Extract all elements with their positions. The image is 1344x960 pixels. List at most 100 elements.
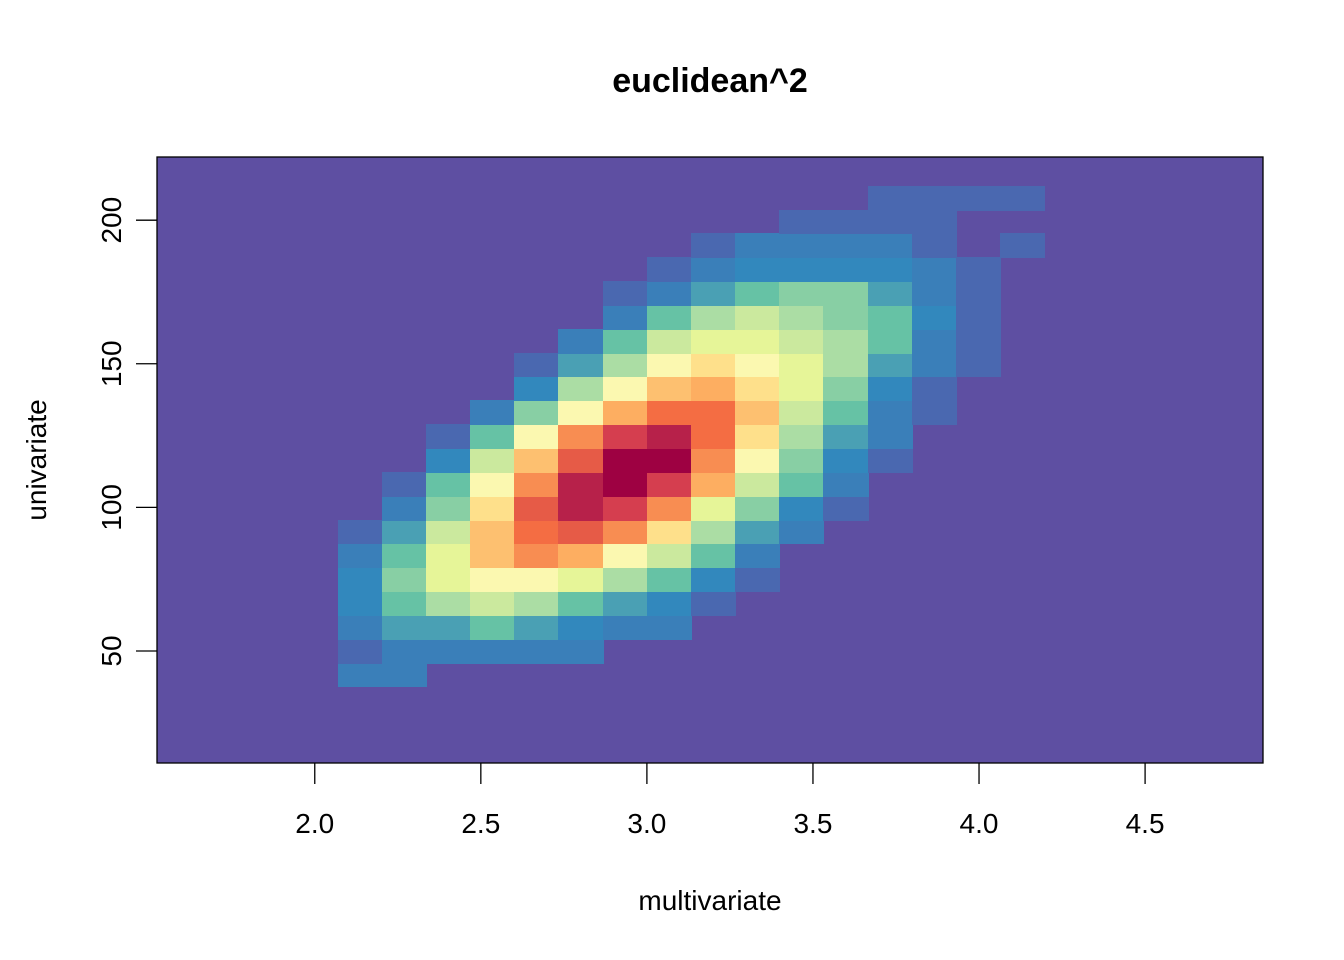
- heatmap-cell: [779, 257, 824, 282]
- heatmap-cell: [647, 520, 692, 544]
- heatmap-cell: [382, 591, 427, 616]
- heatmap-cell: [823, 472, 869, 497]
- heatmap-cell: [470, 472, 515, 497]
- heatmap-cell: [382, 520, 427, 544]
- heatmap-cell: [603, 329, 648, 354]
- heatmap-cell: [647, 448, 692, 473]
- heatmap-cell: [691, 567, 736, 592]
- heatmap-cell: [823, 233, 869, 258]
- heatmap-cell: [514, 376, 559, 401]
- heatmap-cell: [912, 233, 957, 258]
- heatmap-cell: [956, 305, 1001, 330]
- heatmap-cell: [338, 543, 383, 568]
- heatmap-cell: [647, 615, 692, 640]
- heatmap-cell: [735, 376, 780, 401]
- heatmap-cell: [912, 329, 957, 354]
- heatmap-cell: [603, 305, 648, 330]
- heatmap-cell: [603, 567, 648, 592]
- heatmap-cell: [338, 520, 383, 544]
- heatmap-cell: [823, 257, 869, 282]
- heatmap-cell: [338, 663, 383, 687]
- heatmap-cell: [691, 353, 736, 377]
- heatmap-cell: [823, 281, 869, 306]
- heatmap-cell: [558, 567, 604, 592]
- heatmap-cell: [558, 353, 604, 377]
- heatmap-cell: [823, 400, 869, 425]
- heatmap-cell: [470, 543, 515, 568]
- heatmap-cell: [691, 257, 736, 282]
- heatmap-cell: [647, 257, 692, 282]
- heatmap-cell: [514, 400, 559, 425]
- heatmap-cell: [691, 472, 736, 497]
- heatmap-cell: [514, 424, 559, 449]
- heatmap-cell: [558, 639, 604, 664]
- heatmap-cell: [691, 520, 736, 544]
- heatmap-cell: [868, 281, 913, 306]
- heatmap-cell: [470, 496, 515, 521]
- heatmap-cell: [691, 329, 736, 354]
- heatmap-cell: [868, 448, 913, 473]
- heatmap-cell: [691, 448, 736, 473]
- heatmap-cell: [558, 591, 604, 616]
- heatmap-cell: [603, 591, 648, 616]
- heatmap-cell: [779, 305, 824, 330]
- heatmap-cell: [691, 496, 736, 521]
- heatmap-cell: [647, 376, 692, 401]
- heatmap-cell: [868, 305, 913, 330]
- heatmap-cell: [514, 472, 559, 497]
- x-axis: 2.0 2.5 3.0 3.5 4.0 4.5: [295, 763, 1165, 839]
- x-tick-label: 3.5: [793, 808, 832, 839]
- y-axis-label: univariate: [21, 399, 52, 520]
- heatmap-cell: [691, 281, 736, 306]
- x-tick-label: 2.0: [295, 808, 334, 839]
- heatmap-cell: [470, 567, 515, 592]
- heatmap-cell: [514, 591, 559, 616]
- heatmap-cell: [338, 591, 383, 616]
- heatmap-cell: [603, 496, 648, 521]
- heatmap-cell: [647, 472, 692, 497]
- heatmap-cell: [470, 448, 515, 473]
- heatmap-cell: [691, 376, 736, 401]
- heatmap-cell: [514, 496, 559, 521]
- heatmap-cell: [647, 591, 692, 616]
- heatmap-cell: [603, 376, 648, 401]
- heatmap-cell: [426, 567, 471, 592]
- heatmap-cell: [956, 353, 1001, 377]
- heatmap-cell: [514, 543, 559, 568]
- heatmap-cell: [868, 233, 913, 258]
- heatmap-cell: [779, 424, 824, 449]
- heatmap-cell: [647, 496, 692, 521]
- heatmap-cell: [603, 520, 648, 544]
- heatmap-cell: [1000, 233, 1045, 258]
- heatmap-cell: [647, 281, 692, 306]
- heatmap-cell: [956, 186, 1001, 211]
- heatmap-cell: [823, 448, 869, 473]
- heatmap-cell: [647, 424, 692, 449]
- x-tick-label: 2.5: [461, 808, 500, 839]
- heatmap-cell: [603, 543, 648, 568]
- heatmap-cell: [956, 329, 1001, 354]
- heatmap-cell: [514, 567, 559, 592]
- heatmap-cell: [735, 257, 780, 282]
- heatmap-cell: [603, 400, 648, 425]
- heatmap-cell: [558, 376, 604, 401]
- heatmap-cell: [426, 448, 471, 473]
- heatmap-cell: [1000, 186, 1045, 211]
- heatmap-cell: [558, 543, 604, 568]
- heatmap-cell: [470, 591, 515, 616]
- heatmap-cell: [426, 520, 471, 544]
- heatmap-cell: [691, 305, 736, 330]
- heatmap-cell: [779, 496, 824, 521]
- heatmap-cell: [426, 639, 471, 664]
- heatmap-cell: [735, 400, 780, 425]
- heatmap-cell: [691, 424, 736, 449]
- heatmap-cell: [823, 329, 869, 354]
- heatmap-cell: [779, 353, 824, 377]
- heatmap-cell: [779, 376, 824, 401]
- heatmap-cell: [691, 543, 736, 568]
- heatmap-cell: [735, 567, 780, 592]
- heatmap-cell: [382, 472, 427, 497]
- heatmap-cell: [603, 615, 648, 640]
- heatmap-cell: [735, 496, 780, 521]
